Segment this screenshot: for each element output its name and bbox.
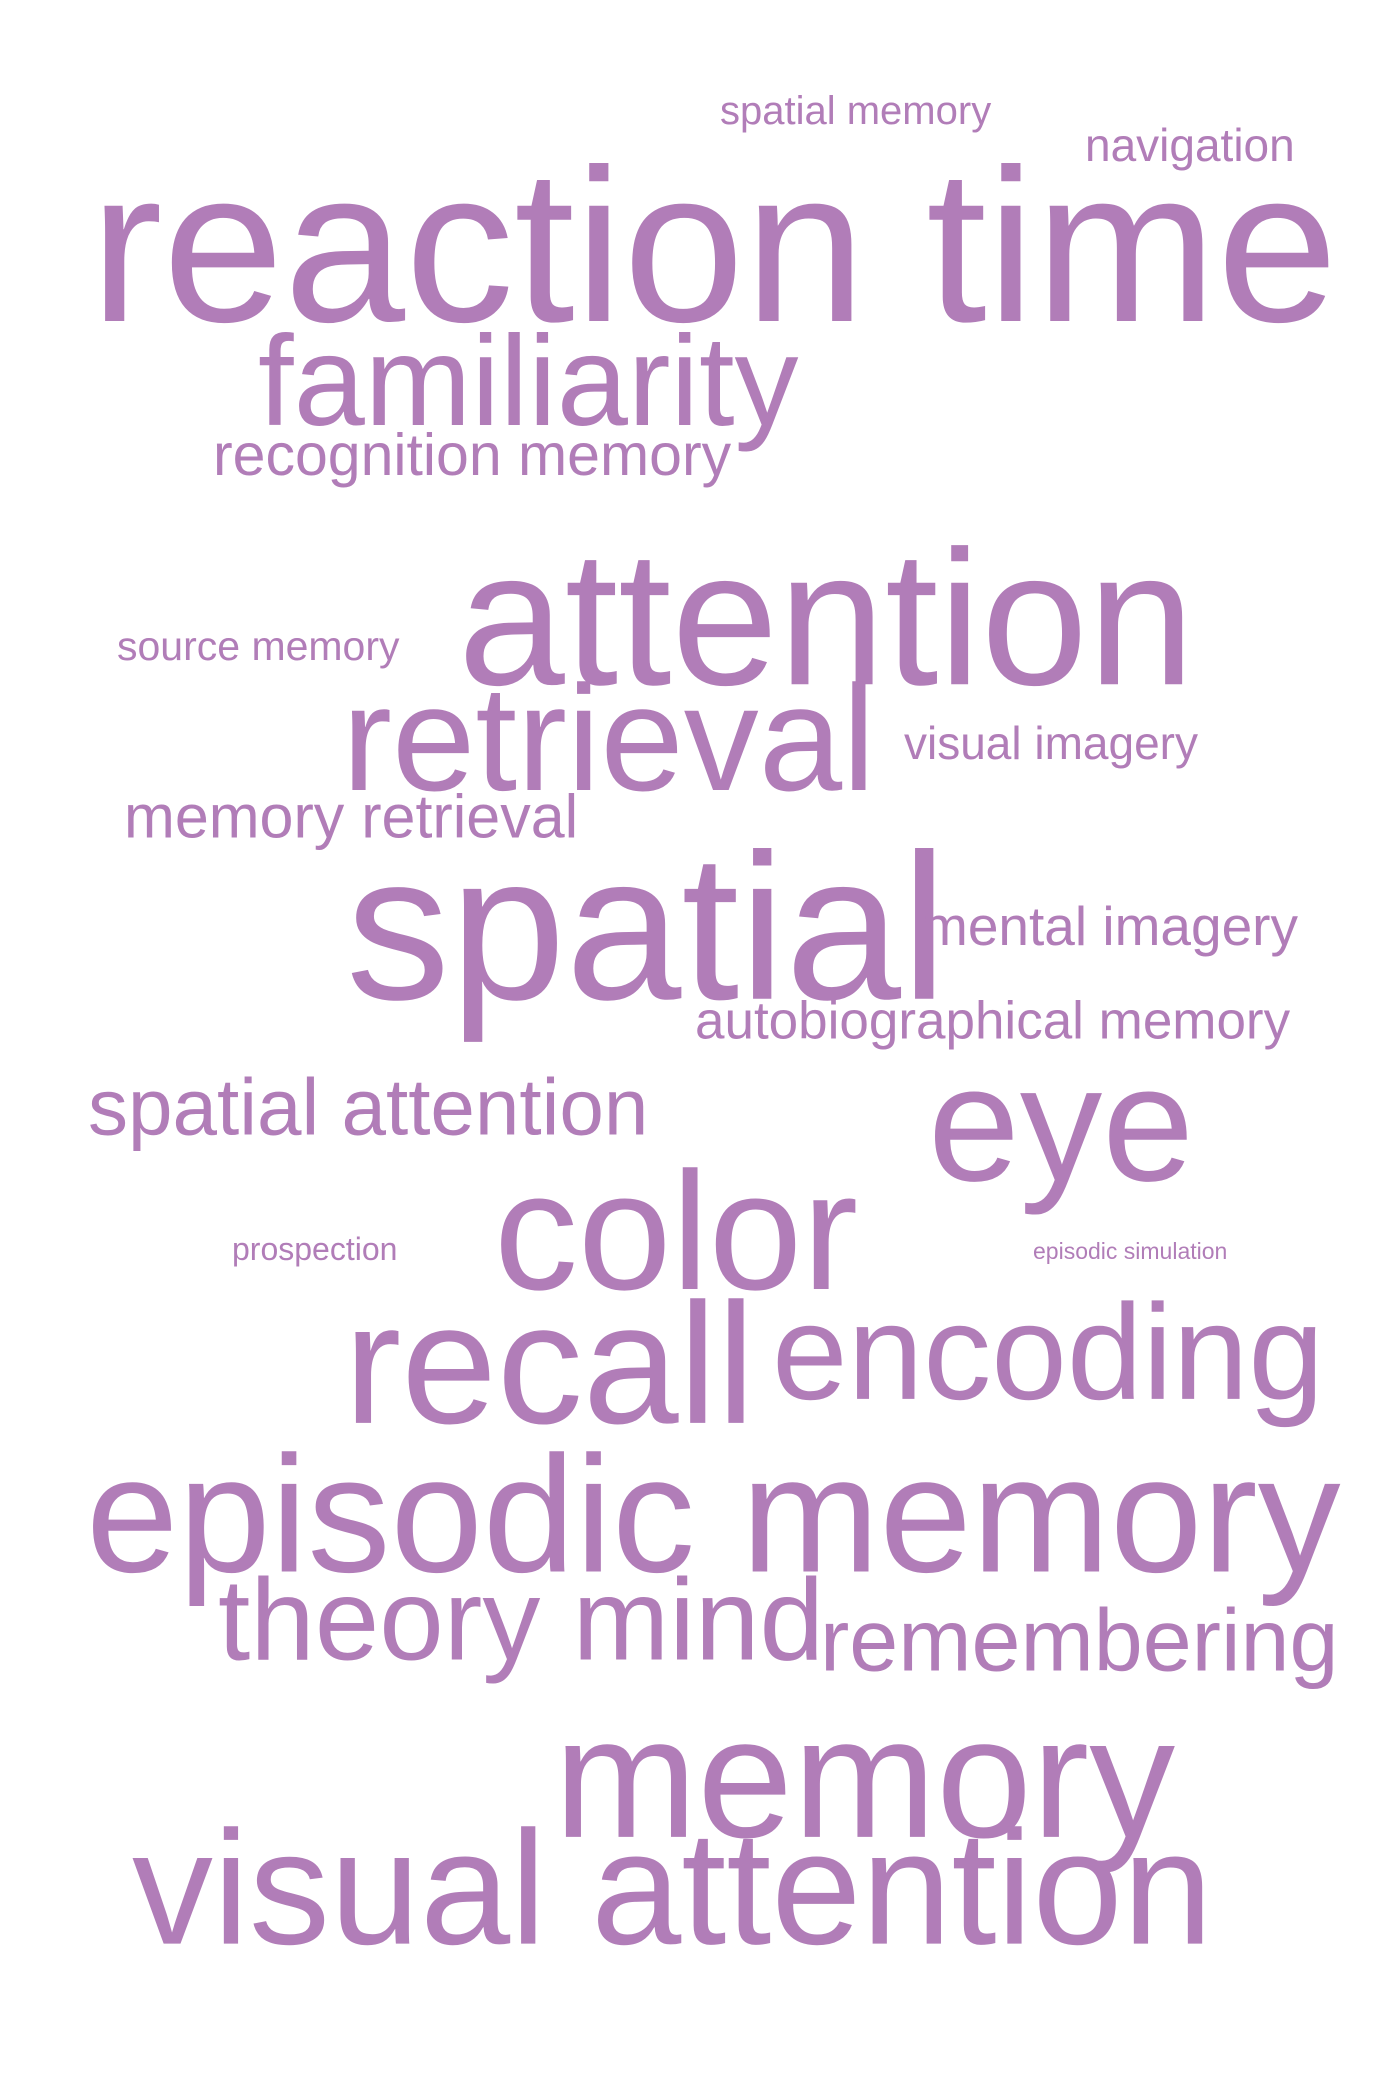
word-prospection: prospection [232, 1231, 398, 1268]
word-spatial-attention: spatial attention [88, 1062, 649, 1152]
word-retrieval: retrieval [342, 654, 876, 822]
word-attention: attention [458, 510, 1195, 726]
word-familiarity: familiarity [258, 310, 799, 454]
word-episodic-simulation: episodic simulation [1033, 1238, 1228, 1265]
word-color: color [494, 1136, 859, 1325]
word-eye: eye [928, 1031, 1195, 1216]
word-spatial-memory: spatial memory [720, 88, 992, 133]
word-autobiographical-memory: autobiographical memory [695, 991, 1291, 1051]
word-reaction-time: reaction time [90, 124, 1338, 368]
word-visual-attention: visual attention [132, 1797, 1213, 1979]
word-memory: memory [554, 1681, 1176, 1874]
word-recognition-memory: recognition memory [213, 421, 732, 488]
word-source-memory: source memory [117, 623, 400, 670]
word-encoding: encoding [772, 1275, 1325, 1428]
word-episodic-memory: episodic memory [86, 1422, 1341, 1608]
word-remembering: remembering [820, 1590, 1339, 1690]
word-memory-retrieval: memory retrieval [124, 782, 579, 851]
word-mental-imagery: mental imagery [922, 895, 1298, 958]
word-visual-imagery: visual imagery [904, 717, 1198, 770]
word-navigation: navigation [1085, 119, 1295, 172]
word-spatial: spatial [346, 811, 948, 1044]
word-theory-mind: theory mind [218, 1554, 825, 1685]
word-recall: recall [344, 1267, 756, 1460]
